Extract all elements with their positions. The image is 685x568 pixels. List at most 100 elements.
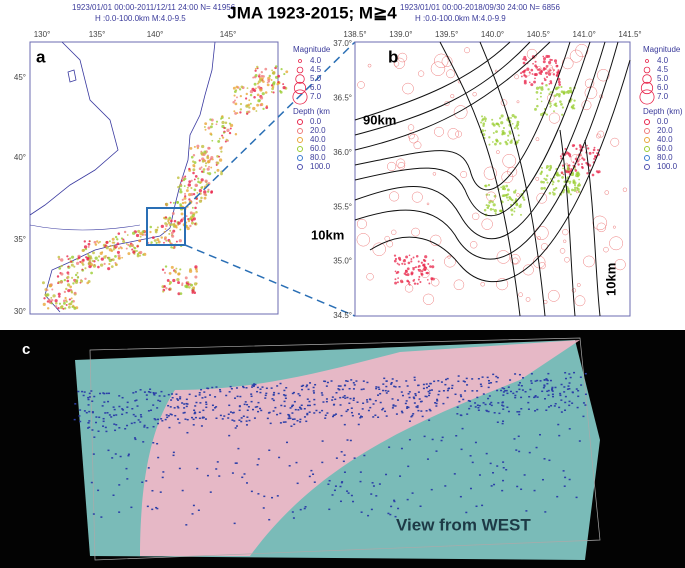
event-dot xyxy=(567,164,571,167)
event-dot xyxy=(406,407,409,409)
event-dot xyxy=(362,380,365,382)
event-dot xyxy=(543,458,546,460)
event-dot xyxy=(102,420,105,423)
event-dot xyxy=(133,421,136,424)
event-dot xyxy=(264,91,268,94)
event-dot xyxy=(155,506,158,509)
event-dot xyxy=(435,450,438,452)
event-dot xyxy=(530,83,534,87)
event-circle xyxy=(622,187,628,192)
event-dot xyxy=(485,452,488,455)
event-dot xyxy=(415,406,418,408)
event-dot xyxy=(66,255,69,258)
y-tick-label: 35.0° xyxy=(333,257,352,266)
event-dot xyxy=(392,405,395,407)
event-dot xyxy=(65,287,68,291)
event-dot xyxy=(446,389,449,392)
event-dot xyxy=(209,491,212,493)
event-dot xyxy=(516,127,519,130)
event-dot xyxy=(87,398,90,401)
event-dot xyxy=(57,292,61,296)
event-dot xyxy=(530,373,533,375)
slab-contours xyxy=(354,41,631,317)
event-dot xyxy=(489,403,492,405)
event-dot xyxy=(224,140,227,143)
event-circle xyxy=(612,225,616,229)
event-dot xyxy=(500,389,503,392)
event-dot xyxy=(426,458,429,460)
event-dot xyxy=(362,388,365,390)
event-dot xyxy=(90,390,93,392)
event-dot xyxy=(350,379,353,381)
event-dot xyxy=(278,456,281,459)
event-dot xyxy=(66,279,70,283)
event-dot xyxy=(382,389,385,392)
event-dot xyxy=(196,144,200,148)
event-dot xyxy=(179,219,183,223)
event-dot xyxy=(338,388,341,391)
event-dot xyxy=(165,202,169,207)
event-dot xyxy=(69,257,72,260)
event-dot xyxy=(79,260,82,263)
event-dot xyxy=(276,413,279,416)
event-dot xyxy=(352,382,355,384)
event-dot xyxy=(166,416,169,419)
event-dot xyxy=(66,275,70,279)
event-circle xyxy=(391,229,397,235)
event-dot xyxy=(198,417,201,420)
event-dot xyxy=(394,281,398,285)
event-dot xyxy=(127,252,131,256)
legend-label: 60.0 xyxy=(657,144,673,153)
event-dot xyxy=(417,266,420,268)
event-dot xyxy=(179,228,182,231)
event-dot xyxy=(293,418,296,420)
event-circle xyxy=(592,215,608,231)
event-dot xyxy=(188,168,191,171)
event-dot xyxy=(253,417,256,419)
event-dot xyxy=(198,394,201,396)
event-dot xyxy=(59,280,63,284)
event-dot xyxy=(190,192,194,196)
event-dot xyxy=(50,296,53,299)
event-dot xyxy=(229,385,232,388)
event-dot xyxy=(286,441,289,444)
event-dot xyxy=(267,78,270,82)
event-circle xyxy=(356,218,367,229)
y-tick-label: 35.5° xyxy=(333,202,352,211)
event-dot xyxy=(164,265,168,268)
event-dot xyxy=(234,102,238,106)
event-dot xyxy=(245,424,248,426)
event-dot xyxy=(211,158,214,161)
event-dot xyxy=(85,411,88,414)
event-dot xyxy=(189,224,192,228)
event-circle xyxy=(576,283,581,287)
event-dot xyxy=(235,387,238,389)
event-dot xyxy=(253,89,257,93)
event-dot xyxy=(313,392,316,394)
event-dot xyxy=(168,272,172,275)
event-dot xyxy=(482,402,485,404)
event-dot xyxy=(198,188,203,193)
event-dot xyxy=(157,422,160,425)
event-dot xyxy=(553,405,556,407)
event-dot xyxy=(234,397,237,399)
event-dot xyxy=(88,258,92,262)
event-circle xyxy=(397,162,406,170)
event-dot xyxy=(517,134,520,137)
event-dot xyxy=(339,404,342,406)
event-dot xyxy=(115,424,118,426)
event-dot xyxy=(374,399,377,402)
event-dot xyxy=(546,390,549,393)
event-dot xyxy=(288,416,291,418)
event-dot xyxy=(71,305,74,309)
event-dot xyxy=(221,136,225,139)
event-dot xyxy=(487,204,490,208)
event-dot xyxy=(41,281,45,285)
event-dot xyxy=(137,419,140,421)
event-dot xyxy=(552,192,556,196)
event-dot xyxy=(108,392,111,395)
event-dot xyxy=(257,458,260,460)
event-dot xyxy=(514,373,517,375)
event-dot xyxy=(536,379,539,382)
event-dot xyxy=(247,406,250,408)
